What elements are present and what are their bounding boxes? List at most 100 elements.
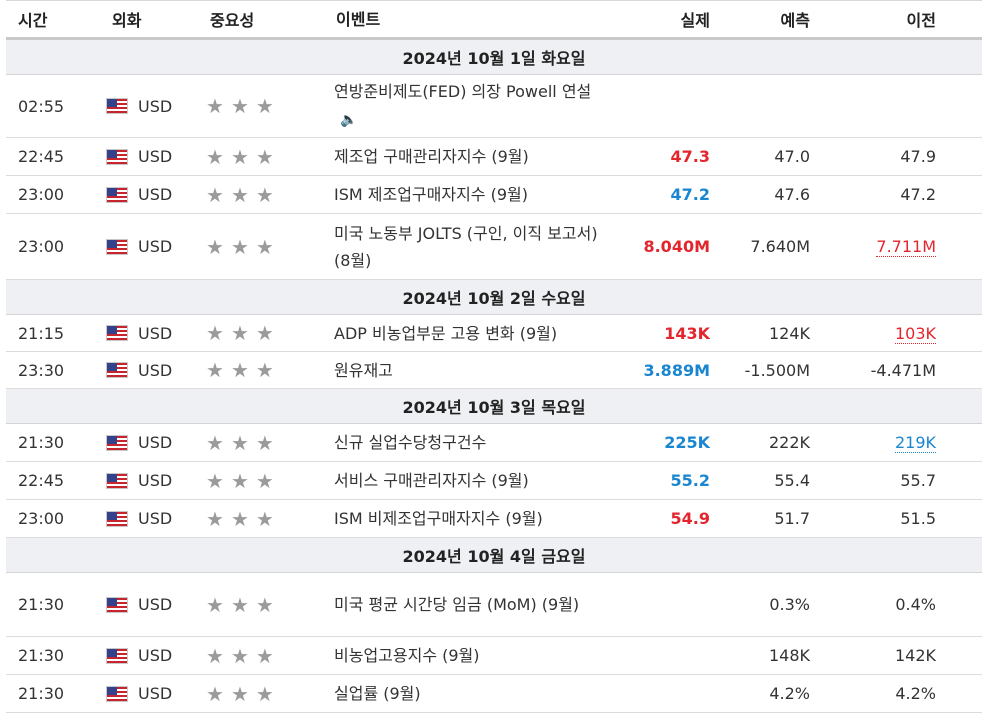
table-row[interactable]: 23:00 USD ★ ★ ★ 미국 노동부 JOLTS (구인, 이직 보고서) (8월… [6,214,982,280]
speaker-icon: 🔈 [340,112,358,128]
currency-code: USD [138,471,173,490]
event-label[interactable]: 실업률 (9월) [334,684,421,703]
previous-value-text: 55.7 [900,471,936,490]
table-row[interactable]: 23:00 USD ★ ★ ★ ISM 비제조업구매자지수 (9월) 54.9 51.7 51.… [6,500,982,538]
star-icon: ★ [206,506,224,531]
forecast-value: 55.4 [774,471,810,490]
table-row[interactable]: 21:30 USD ★ ★ ★ 실업률 (9월) 4.2% 4.2% [6,675,982,713]
forecast-value: 222K [768,433,810,452]
event-label[interactable]: 신규 실업수당청구건수 [334,433,487,452]
importance-stars: ★ ★ ★ [206,323,334,343]
previous-value: 55.7 [810,471,936,490]
event-label[interactable]: 원유재고 [334,360,393,380]
table-row[interactable]: 23:00 USD ★ ★ ★ ISM 제조업구매자지수 (9월) 47.2 47.6 47.2 [6,176,982,214]
star-icon: ★ [206,468,224,493]
header-currency[interactable]: 외화 [112,11,142,30]
star-icon: ★ [255,468,274,493]
event-name[interactable]: 미국 노동부 JOLTS (구인, 이직 보고서) (8월) [334,220,616,274]
previous-value: 51.5 [810,509,936,528]
importance-stars: ★ ★ ★ [206,646,334,666]
table-row[interactable]: 22:45 USD ★ ★ ★ 서비스 구매관리자지수 (9월) 55.2 55.4 55.7 [6,462,982,500]
previous-value-text: -4.471M [870,360,936,380]
currency-cell: USD [106,97,206,116]
importance-stars: ★ ★ ★ [206,509,334,529]
star-icon: ★ [255,592,274,617]
forecast-value: 47.6 [774,185,810,204]
previous-value-text[interactable]: 103K [894,323,936,344]
header-previous[interactable]: 이전 [906,11,936,30]
event-label[interactable]: 연방준비제도(FED) 의장 Powell 연설 [334,82,592,101]
currency-code: USD [138,147,173,166]
event-time: 22:45 [18,471,65,490]
us-flag-icon [106,647,128,664]
header-event[interactable]: 이벤트 [336,9,381,29]
table-row[interactable]: 21:30 USD ★ ★ ★ 비농업고용지수 (9월) 148K 142K [6,637,982,675]
star-icon: ★ [230,234,249,259]
star-icon: ★ [206,430,224,455]
previous-value-text[interactable]: 219K [894,433,936,453]
event-name[interactable]: 연방준비제도(FED) 의장 Powell 연설 🔈 [334,78,616,134]
currency-code: USD [138,237,173,256]
event-label[interactable]: 서비스 구매관리자지수 (9월) [334,471,529,490]
previous-value: 0.4% [810,595,936,614]
event-label[interactable]: 미국 평균 시간당 임금 (MoM) (9월) [334,595,580,614]
event-name[interactable]: 비농업고용지수 (9월) [334,642,616,669]
importance-stars: ★ ★ ★ [206,684,334,704]
event-time: 21:30 [18,646,65,665]
table-row[interactable]: 23:30 USD ★ ★ ★ 원유재고 3.889M -1.500M -4.471M [6,352,982,389]
actual-value: 55.2 [670,471,710,490]
table-row[interactable]: 22:45 USD ★ ★ ★ 제조업 구매관리자지수 (9월) 47.3 47.0 47.9 [6,138,982,176]
event-name[interactable]: 원유재고 [334,357,616,384]
star-icon: ★ [255,358,274,382]
previous-value: 103K [810,323,936,344]
day-header: 2024년 10월 4일 금요일 [6,538,982,573]
currency-cell: USD [106,433,206,452]
star-icon: ★ [255,94,274,118]
star-icon: ★ [255,182,274,207]
table-row[interactable]: 21:30 USD ★ ★ ★ 신규 실업수당청구건수 225K 222K 219K [6,424,982,462]
event-label[interactable]: ISM 제조업구매자지수 (9월) [334,185,528,204]
actual-value: 47.3 [670,147,710,166]
previous-value-text[interactable]: 7.711M [876,237,936,257]
currency-cell: USD [106,237,206,256]
event-label[interactable]: ADP 비농업부문 고용 변화 (9월) [334,323,558,343]
forecast-value: 47.0 [774,147,810,166]
event-name[interactable]: 신규 실업수당청구건수 [334,429,616,456]
header-time[interactable]: 시간 [18,11,48,30]
event-time: 23:00 [18,185,65,204]
event-label[interactable]: 제조업 구매관리자지수 (9월) [334,147,529,166]
star-icon: ★ [230,430,249,455]
event-time: 02:55 [18,96,65,116]
event-name[interactable]: 미국 평균 시간당 임금 (MoM) (9월) [334,591,616,618]
event-name[interactable]: 제조업 구매관리자지수 (9월) [334,143,616,170]
header-actual[interactable]: 실제 [680,11,710,30]
event-label[interactable]: 비농업고용지수 (9월) [334,646,480,665]
table-row[interactable]: 21:15 USD ★ ★ ★ ADP 비농업부문 고용 변화 (9월) 143K 124K 1… [6,315,982,352]
header-forecast[interactable]: 예측 [780,11,810,30]
event-name[interactable]: 서비스 구매관리자지수 (9월) [334,467,616,494]
table-row[interactable]: 21:30 USD ★ ★ ★ 미국 평균 시간당 임금 (MoM) (9월) 0.3% 0.… [6,573,982,637]
currency-cell: USD [106,646,206,665]
importance-stars: ★ ★ ★ [206,360,334,380]
star-icon: ★ [206,94,224,118]
header-importance[interactable]: 중요성 [210,11,255,30]
currency-cell: USD [106,684,206,703]
event-label[interactable]: 미국 노동부 JOLTS (구인, 이직 보고서) (8월) [334,223,598,270]
event-label[interactable]: ISM 비제조업구매자지수 (9월) [334,509,543,528]
currency-cell: USD [106,361,206,380]
event-time: 21:15 [18,323,65,343]
previous-value: 4.2% [810,684,936,703]
event-name[interactable]: ISM 비제조업구매자지수 (9월) [334,505,616,532]
star-icon: ★ [255,144,274,169]
event-time: 23:00 [18,509,65,528]
currency-code: USD [138,646,173,665]
us-flag-icon [106,325,128,341]
event-name[interactable]: ADP 비농업부문 고용 변화 (9월) [334,320,616,347]
event-name[interactable]: ISM 제조업구매자지수 (9월) [334,181,616,208]
currency-cell: USD [106,471,206,490]
event-name[interactable]: 실업률 (9월) [334,680,616,707]
importance-stars: ★ ★ ★ [206,433,334,453]
previous-value: 219K [810,433,936,453]
table-row[interactable]: 02:55 USD ★ ★ ★ 연방준비제도(FED) 의장 Powell 연설🔈 [6,75,982,138]
forecast-value: 7.640M [750,237,810,256]
